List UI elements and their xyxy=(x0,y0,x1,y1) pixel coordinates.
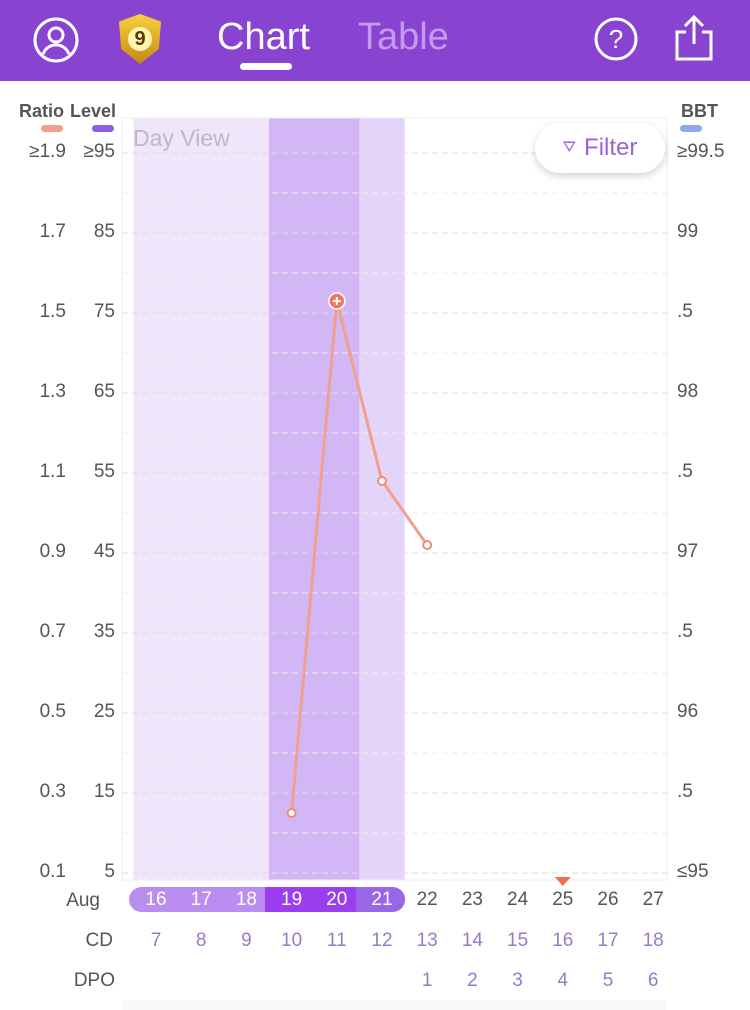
dpo-cell: 1 xyxy=(421,970,433,991)
level-legend-swatch xyxy=(92,125,114,132)
dpo-label: DPO xyxy=(73,970,115,991)
dpo-cell: 3 xyxy=(512,970,523,991)
cd-cell: 14 xyxy=(461,930,483,951)
ratio-point xyxy=(286,808,297,818)
level-tick: 15 xyxy=(93,781,115,802)
ratio-tick: ≥1.9 xyxy=(29,141,66,162)
cd-cell: 16 xyxy=(552,930,574,951)
ratio-tick: 0.1 xyxy=(39,861,66,882)
ratio-tick: 0.5 xyxy=(39,701,66,722)
peak-plus-icon xyxy=(332,297,341,305)
cd-cell: 18 xyxy=(642,930,664,951)
profile-icon[interactable] xyxy=(32,16,80,64)
phase-band-peak xyxy=(269,118,360,880)
ratio-tick: 1.3 xyxy=(39,381,66,402)
tab-table[interactable]: Table xyxy=(358,16,449,58)
cd-label: CD xyxy=(85,930,113,951)
top-bar: 9 Chart Table ? xyxy=(0,0,750,81)
active-tab-indicator xyxy=(240,63,292,70)
date-cell[interactable]: 24 xyxy=(507,889,529,910)
cd-cell: 13 xyxy=(416,930,438,951)
help-icon[interactable]: ? xyxy=(593,16,639,62)
cd-cell: 15 xyxy=(507,930,529,951)
dpo-cell: 4 xyxy=(557,970,569,991)
date-cell[interactable]: 27 xyxy=(642,889,664,910)
dpo-cell: 5 xyxy=(602,970,614,991)
bbt-tick: .5 xyxy=(677,461,693,482)
bbt-tick: 97 xyxy=(677,541,699,562)
bbt-tick: .5 xyxy=(677,301,693,322)
bbt-tick: 96 xyxy=(677,701,699,722)
dpo-cell: 2 xyxy=(467,970,478,991)
level-tick: 5 xyxy=(104,861,115,882)
bbt-tick: 98 xyxy=(677,381,699,402)
ratio-line xyxy=(290,300,429,814)
today-marker-icon xyxy=(554,877,571,886)
ratio-point xyxy=(377,476,387,486)
level-tick: 35 xyxy=(93,621,115,642)
ratio-tick: 0.7 xyxy=(39,621,66,642)
level-tick: ≥95 xyxy=(83,141,115,162)
bbt-legend-swatch xyxy=(680,125,702,132)
day-view-label: Day View xyxy=(133,125,230,151)
level-tick: 85 xyxy=(93,221,115,242)
month-label: Aug xyxy=(66,890,100,911)
bbt-tick: ≤95 xyxy=(677,861,709,882)
level-axis-label: Level xyxy=(70,101,117,121)
badge-number: 9 xyxy=(128,27,152,51)
filter-icon: ⛛ xyxy=(562,139,577,156)
bbt-tick: 99 xyxy=(677,221,699,242)
bbt-axis-label: BBT xyxy=(681,101,718,121)
svg-text:?: ? xyxy=(609,24,623,54)
phase-band-high xyxy=(359,118,405,880)
date-cell[interactable]: 18 xyxy=(235,889,257,910)
dpo-cell: 6 xyxy=(647,970,659,991)
level-tick: 65 xyxy=(93,381,115,402)
filter-label: Filter xyxy=(584,134,638,161)
cd-cell: 12 xyxy=(371,930,393,951)
ratio-tick: 1.1 xyxy=(39,461,66,482)
level-badge[interactable]: 9 xyxy=(119,14,161,64)
ratio-point xyxy=(422,540,433,550)
date-cell[interactable]: 17 xyxy=(190,889,212,910)
bottom-strip xyxy=(122,1000,667,1010)
cd-cell: 9 xyxy=(241,930,252,951)
bbt-tick: .5 xyxy=(677,781,693,802)
ratio-legend-swatch xyxy=(41,125,63,132)
tab-chart[interactable]: Chart xyxy=(217,16,310,58)
plot-frame xyxy=(121,117,668,881)
date-cell[interactable]: 16 xyxy=(145,889,167,910)
bbt-tick: ≥99.5 xyxy=(677,141,725,162)
ratio-axis-label: Ratio xyxy=(19,101,64,121)
cd-cell: 11 xyxy=(326,930,347,951)
cd-cell: 8 xyxy=(195,930,207,951)
filter-button[interactable]: ⛛ Filter xyxy=(535,123,665,173)
cd-cell: 17 xyxy=(597,930,619,951)
ratio-tick: 1.7 xyxy=(39,221,66,242)
phase-band-low xyxy=(133,118,269,880)
date-cell[interactable]: 20 xyxy=(326,889,348,910)
ratio-tick: 1.5 xyxy=(39,301,66,322)
level-tick: 25 xyxy=(93,701,115,722)
level-tick: 45 xyxy=(93,541,115,562)
ratio-tick: 0.3 xyxy=(39,781,66,802)
cd-cell: 10 xyxy=(281,930,303,951)
date-cell[interactable]: 26 xyxy=(597,889,619,910)
date-cell[interactable]: 23 xyxy=(461,889,483,910)
date-cell[interactable]: 21 xyxy=(371,889,393,910)
date-cell[interactable]: 22 xyxy=(416,889,438,910)
level-tick: 75 xyxy=(93,301,115,322)
level-tick: 55 xyxy=(93,461,115,482)
date-pill-bg xyxy=(129,887,405,912)
date-cell[interactable]: 25 xyxy=(552,889,574,910)
date-cell[interactable]: 19 xyxy=(281,889,303,910)
ratio-tick: 0.9 xyxy=(39,541,66,562)
share-icon[interactable] xyxy=(672,14,716,62)
cd-cell: 7 xyxy=(150,930,162,951)
bbt-tick: .5 xyxy=(677,621,693,642)
